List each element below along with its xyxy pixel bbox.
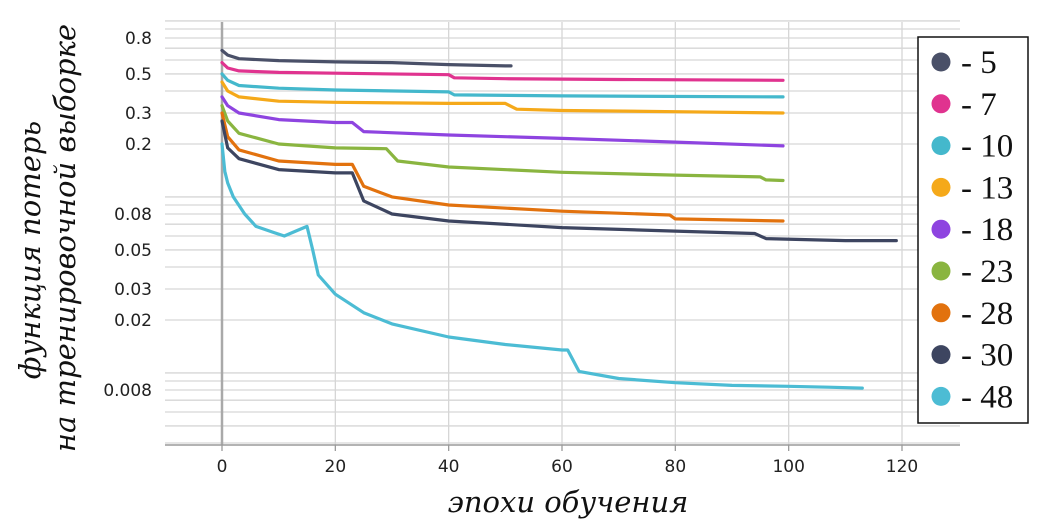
y-axis-title-line-1: функция потерь [13, 121, 47, 379]
x-tick-label: 100 [772, 457, 804, 477]
legend-label: - 28 [961, 296, 1013, 332]
series-line [220, 111, 785, 223]
series-line [220, 61, 785, 82]
series-line [220, 119, 898, 243]
legend-label: - 48 [961, 379, 1013, 415]
legend-marker [931, 219, 951, 239]
series-lines [220, 48, 898, 390]
legend-marker [931, 177, 951, 197]
x-tick-label: 60 [551, 457, 573, 477]
legend-label: - 7 [961, 87, 997, 123]
legend-label: - 5 [961, 45, 997, 81]
legend-label: - 10 [961, 129, 1013, 165]
legend-marker [931, 52, 951, 72]
legend-marker [931, 94, 951, 114]
y-tick-label: 0.02 [114, 311, 152, 331]
legend-marker [931, 303, 951, 323]
x-tick-label: 120 [886, 457, 918, 477]
series-line [220, 142, 864, 390]
y-tick-label: 0.5 [125, 65, 152, 85]
series-line [220, 104, 785, 183]
y-tick-label: 0.08 [114, 205, 152, 225]
legend-label: - 18 [961, 212, 1013, 248]
series-line [220, 95, 785, 148]
y-tick-label: 0.3 [125, 104, 152, 124]
series-line [220, 80, 785, 115]
y-tick-label: 0.03 [114, 280, 152, 300]
y-axis-ticks: 0.8 0.5 0.3 0.2 0.08 0.05 0.03 0.02 0.008 [103, 29, 152, 401]
legend-marker [931, 386, 951, 406]
y-tick-label: 0.2 [125, 135, 152, 155]
x-tick-label: 20 [325, 457, 347, 477]
series-line [220, 72, 785, 99]
legend: - 5 - 7 - 10 - 13 - 18 - 23 - 28 - 30 - 48 [917, 36, 1029, 424]
legend-label: - 30 [961, 338, 1013, 374]
x-axis-ticks: 0 20 40 60 80 100 120 [217, 445, 918, 477]
x-tick-label: 40 [438, 457, 460, 477]
y-tick-label: 0.008 [103, 381, 152, 401]
x-tick-label: 0 [217, 457, 228, 477]
legend-marker [931, 345, 951, 365]
y-tick-label: 0.8 [125, 29, 152, 49]
legend-label: - 13 [961, 170, 1013, 206]
legend-marker [931, 261, 951, 281]
legend-label: - 23 [961, 254, 1013, 290]
legend-marker [931, 136, 951, 156]
x-tick-label: 80 [665, 457, 687, 477]
y-axis-title-line-2: на тренировочной выборке [48, 24, 82, 452]
series-line [220, 48, 513, 68]
x-axis-title: эпохи обучения [448, 485, 689, 519]
grid [165, 20, 960, 445]
y-tick-label: 0.05 [114, 241, 152, 261]
